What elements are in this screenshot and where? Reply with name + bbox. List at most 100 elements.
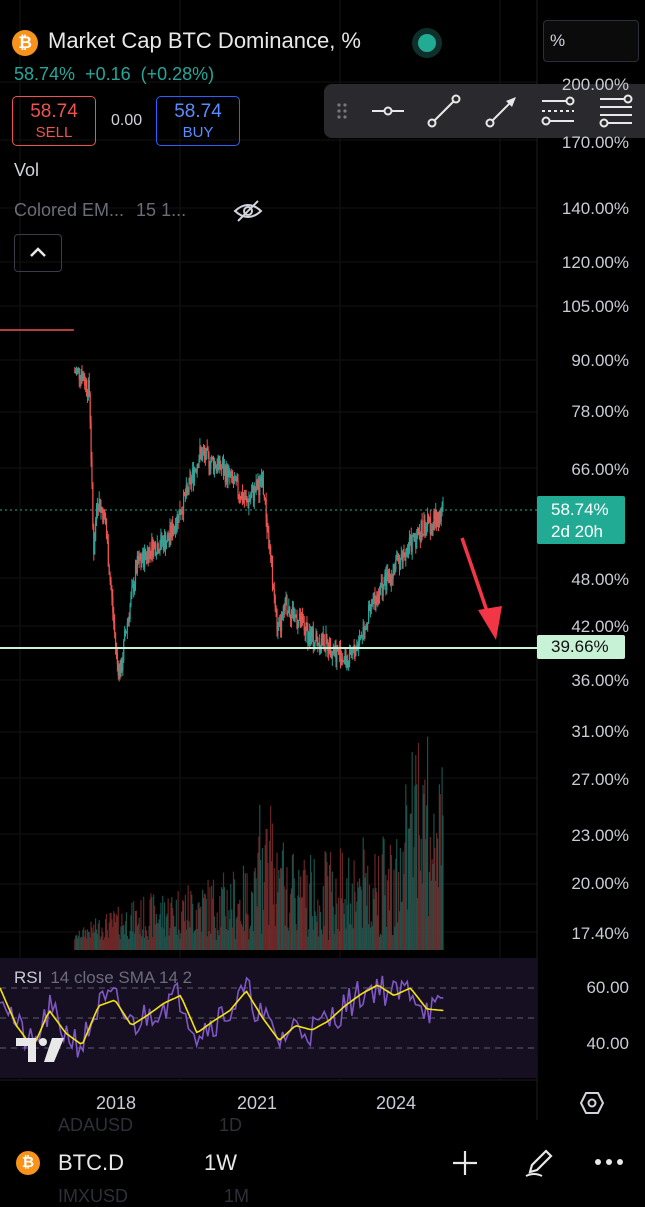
candle bbox=[276, 608, 278, 631]
candle bbox=[177, 514, 179, 523]
collapse-legend-button[interactable] bbox=[14, 234, 62, 272]
candle bbox=[326, 634, 328, 640]
chart-settings-icon[interactable] bbox=[580, 1091, 604, 1115]
candle bbox=[381, 582, 383, 597]
drawing-pen-icon[interactable] bbox=[522, 1146, 556, 1180]
add-plus-icon[interactable] bbox=[450, 1148, 480, 1178]
horizontal-line-tool-icon[interactable] bbox=[364, 90, 412, 132]
candle bbox=[166, 535, 168, 543]
volume-bar bbox=[77, 935, 79, 950]
arrow-tool-icon[interactable] bbox=[478, 90, 526, 132]
symbol-selector[interactable]: BTC.D bbox=[58, 1150, 124, 1175]
volume-bar bbox=[134, 910, 137, 950]
candle bbox=[437, 513, 440, 527]
volume-indicator-label[interactable]: Vol bbox=[14, 160, 40, 180]
volume-bar bbox=[207, 879, 209, 950]
ema-name: Colored EM... bbox=[14, 200, 125, 220]
rsi-legend[interactable]: RSI 14 close SMA 14 2 bbox=[14, 968, 192, 988]
volume-bar bbox=[270, 861, 273, 950]
candle bbox=[251, 492, 253, 498]
volume-bar bbox=[367, 865, 369, 950]
candle bbox=[345, 650, 347, 667]
volume-bar bbox=[431, 859, 433, 950]
sell-button[interactable]: 58.74 SELL bbox=[12, 96, 96, 146]
candle bbox=[182, 511, 184, 514]
candle bbox=[293, 615, 295, 620]
candle bbox=[335, 646, 337, 662]
price-axis-label: 66.00% bbox=[571, 460, 629, 479]
candle bbox=[351, 651, 353, 656]
volume-bar bbox=[310, 872, 313, 950]
volume-bar bbox=[271, 823, 274, 950]
volume-bar bbox=[309, 883, 311, 950]
candle bbox=[251, 487, 254, 493]
candle bbox=[226, 465, 228, 483]
buy-button[interactable]: 58.74 BUY bbox=[156, 96, 240, 146]
ema-indicator-label[interactable]: Colored EM... 15 1... bbox=[14, 200, 198, 221]
volume-bar bbox=[279, 878, 281, 950]
candle bbox=[289, 606, 291, 616]
volume-bar bbox=[387, 868, 390, 950]
drag-handle-icon[interactable] bbox=[330, 90, 354, 132]
volume-bar bbox=[341, 852, 343, 950]
volume-bar bbox=[348, 857, 350, 950]
more-options-icon[interactable] bbox=[594, 1152, 624, 1172]
volume-bar bbox=[408, 828, 411, 950]
volume-bar bbox=[169, 927, 171, 950]
candle bbox=[256, 481, 258, 489]
candle bbox=[168, 538, 170, 541]
candle bbox=[161, 534, 163, 543]
candle bbox=[365, 628, 367, 630]
volume-bar bbox=[280, 868, 283, 950]
candle bbox=[424, 519, 426, 536]
candle bbox=[205, 447, 207, 460]
candle bbox=[162, 539, 164, 543]
volume-bar bbox=[106, 929, 108, 950]
candle bbox=[287, 610, 289, 615]
volume-bar bbox=[250, 925, 252, 950]
volume-bar bbox=[251, 891, 253, 950]
volume-bar bbox=[197, 903, 199, 950]
candle bbox=[75, 372, 77, 374]
timeframe-selector[interactable]: 1W bbox=[204, 1150, 237, 1175]
candle bbox=[401, 554, 403, 563]
volume-bar bbox=[298, 869, 300, 950]
trend-line-tool-icon[interactable] bbox=[420, 90, 468, 132]
candle bbox=[309, 631, 312, 642]
bar-countdown: 2d 20h bbox=[551, 522, 603, 541]
candle bbox=[240, 498, 242, 500]
hide-eye-icon[interactable] bbox=[232, 198, 264, 224]
market-open-indicator bbox=[418, 34, 436, 52]
volume-bar bbox=[254, 867, 256, 950]
volume-bar bbox=[103, 939, 105, 950]
parallel-channel-tool-icon[interactable] bbox=[534, 90, 582, 132]
volume-bar bbox=[86, 929, 89, 950]
candle bbox=[285, 596, 287, 600]
candle bbox=[255, 481, 257, 492]
candle bbox=[107, 541, 109, 567]
candle bbox=[193, 470, 196, 483]
volume-bar bbox=[258, 836, 260, 950]
volume-bar bbox=[180, 933, 182, 950]
price-change: +0.16 bbox=[85, 64, 131, 84]
candle bbox=[265, 498, 267, 519]
volume-bar bbox=[347, 904, 349, 950]
volume-bar bbox=[81, 937, 83, 950]
volume-bar bbox=[332, 906, 334, 950]
symbol-title[interactable]: Market Cap BTC Dominance, % bbox=[48, 28, 361, 53]
volume-bar bbox=[251, 892, 254, 950]
candle bbox=[396, 554, 398, 560]
fib-retracement-tool-icon[interactable] bbox=[592, 90, 640, 132]
ghost-watchlist-item-1: ADAUSD 1D bbox=[58, 1115, 243, 1135]
volume-bar bbox=[179, 938, 181, 950]
volume-bar bbox=[116, 915, 118, 950]
candle bbox=[151, 539, 153, 556]
candle bbox=[196, 464, 198, 472]
candle bbox=[85, 380, 88, 393]
candle bbox=[260, 476, 263, 483]
unit-selector[interactable]: % bbox=[543, 20, 639, 62]
candle bbox=[348, 651, 351, 665]
volume-bar bbox=[388, 910, 391, 950]
volume-bar bbox=[302, 870, 304, 950]
